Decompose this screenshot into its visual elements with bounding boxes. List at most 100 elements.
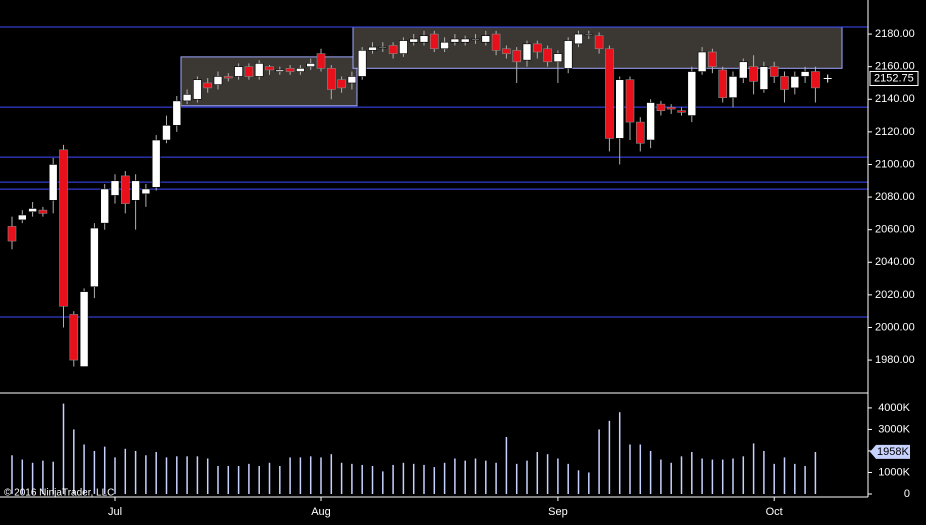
y-tick-label: 2140.00 bbox=[875, 93, 915, 105]
candle-body bbox=[780, 76, 789, 90]
candle-body bbox=[522, 43, 532, 61]
candle-body bbox=[409, 38, 419, 43]
candle-body bbox=[28, 208, 37, 213]
y-tick-label: 2160.00 bbox=[875, 61, 915, 73]
candle-body bbox=[635, 121, 645, 144]
candle-body bbox=[368, 46, 377, 51]
candle-body bbox=[656, 103, 666, 111]
candle-body bbox=[749, 66, 758, 82]
candle-body bbox=[378, 46, 388, 49]
candle-body bbox=[697, 51, 707, 72]
candle-body bbox=[285, 67, 295, 72]
candle-body bbox=[306, 63, 316, 67]
candle-body bbox=[38, 209, 48, 214]
candle-body bbox=[471, 38, 480, 41]
candle-body bbox=[131, 180, 140, 201]
x-tick-label: Oct bbox=[766, 506, 783, 518]
candle-body bbox=[666, 107, 676, 110]
x-tick-label: Jul bbox=[108, 506, 122, 518]
candle-body bbox=[90, 227, 99, 288]
y-tick-label: 2120.00 bbox=[875, 126, 915, 138]
y-tick-label: 2000.00 bbox=[875, 321, 915, 333]
y-tick-label: 2180.00 bbox=[875, 28, 915, 40]
y-tick-label: 2100.00 bbox=[875, 158, 915, 170]
candle-body bbox=[790, 76, 800, 89]
y-tick-label: 2040.00 bbox=[875, 256, 915, 268]
candle-body bbox=[265, 66, 274, 71]
x-tick-label: Sep bbox=[548, 506, 568, 518]
volume-tick-label: 4000K bbox=[878, 402, 910, 414]
candle-body bbox=[584, 33, 594, 36]
last-volume-tag bbox=[870, 444, 910, 459]
candle-body bbox=[718, 69, 728, 98]
candle-body bbox=[605, 48, 614, 139]
candle-body bbox=[141, 188, 151, 195]
candle-body bbox=[563, 40, 573, 69]
candle-body bbox=[59, 149, 68, 307]
candle-body bbox=[162, 125, 171, 141]
candle-body bbox=[296, 67, 305, 72]
candle-body bbox=[429, 33, 439, 50]
candle-body bbox=[574, 33, 583, 45]
candle-body bbox=[440, 41, 449, 50]
candle-body bbox=[738, 61, 748, 79]
candle-body bbox=[213, 76, 223, 85]
last-volume-label: 1958K bbox=[877, 446, 909, 458]
candle-body bbox=[203, 82, 212, 89]
candle-body bbox=[491, 33, 501, 51]
candle-body bbox=[388, 45, 398, 54]
candle-body bbox=[79, 291, 89, 367]
candle-body bbox=[193, 79, 202, 100]
candle-body bbox=[594, 35, 604, 50]
candle-body bbox=[543, 48, 552, 63]
candle-body bbox=[553, 53, 563, 63]
candle-body bbox=[17, 214, 27, 221]
candle-body bbox=[450, 38, 460, 43]
candle-body bbox=[347, 76, 357, 84]
candle-body bbox=[121, 175, 130, 204]
candle-body bbox=[769, 66, 779, 77]
candle-body bbox=[687, 71, 697, 116]
candle-body bbox=[512, 50, 522, 63]
candle-body bbox=[234, 66, 243, 77]
candle-body bbox=[728, 76, 738, 98]
candle-body bbox=[759, 66, 769, 90]
candle-body bbox=[502, 48, 511, 54]
last-price-label: 2152.75 bbox=[874, 72, 914, 84]
candle-body bbox=[326, 67, 336, 90]
candle-body bbox=[708, 51, 717, 67]
candle-body bbox=[481, 35, 491, 43]
candle-body bbox=[460, 38, 470, 43]
candle-body bbox=[224, 76, 233, 79]
y-tick-label: 2060.00 bbox=[875, 224, 915, 236]
candle-body bbox=[69, 314, 79, 361]
last-price-marker bbox=[823, 74, 832, 83]
candle-body bbox=[244, 66, 254, 77]
volume-tick-label: 0 bbox=[904, 488, 910, 500]
candle-body bbox=[254, 63, 264, 77]
candle-body bbox=[677, 110, 686, 113]
candle-body bbox=[625, 79, 635, 123]
candle-body bbox=[419, 35, 429, 43]
last-price-tag bbox=[869, 70, 919, 86]
candle-body bbox=[800, 71, 810, 77]
candle-body bbox=[337, 79, 346, 89]
y-tick-label: 2080.00 bbox=[875, 191, 915, 203]
candle-body bbox=[110, 180, 120, 196]
volume-tick-label: 3000K bbox=[878, 423, 910, 435]
candle-body bbox=[151, 139, 161, 188]
candle-body bbox=[532, 43, 542, 53]
y-tick-label: 2020.00 bbox=[875, 289, 915, 301]
candle-body bbox=[399, 40, 408, 54]
candle-body bbox=[100, 188, 109, 224]
candle-body bbox=[48, 164, 58, 201]
candle-body bbox=[316, 53, 326, 69]
candle-body bbox=[646, 102, 655, 141]
x-tick-label: Aug bbox=[311, 506, 331, 518]
volume-tick-label: 1000K bbox=[878, 466, 910, 478]
candle-body bbox=[275, 69, 285, 72]
candle-body bbox=[182, 94, 192, 102]
candle-body bbox=[172, 100, 182, 126]
